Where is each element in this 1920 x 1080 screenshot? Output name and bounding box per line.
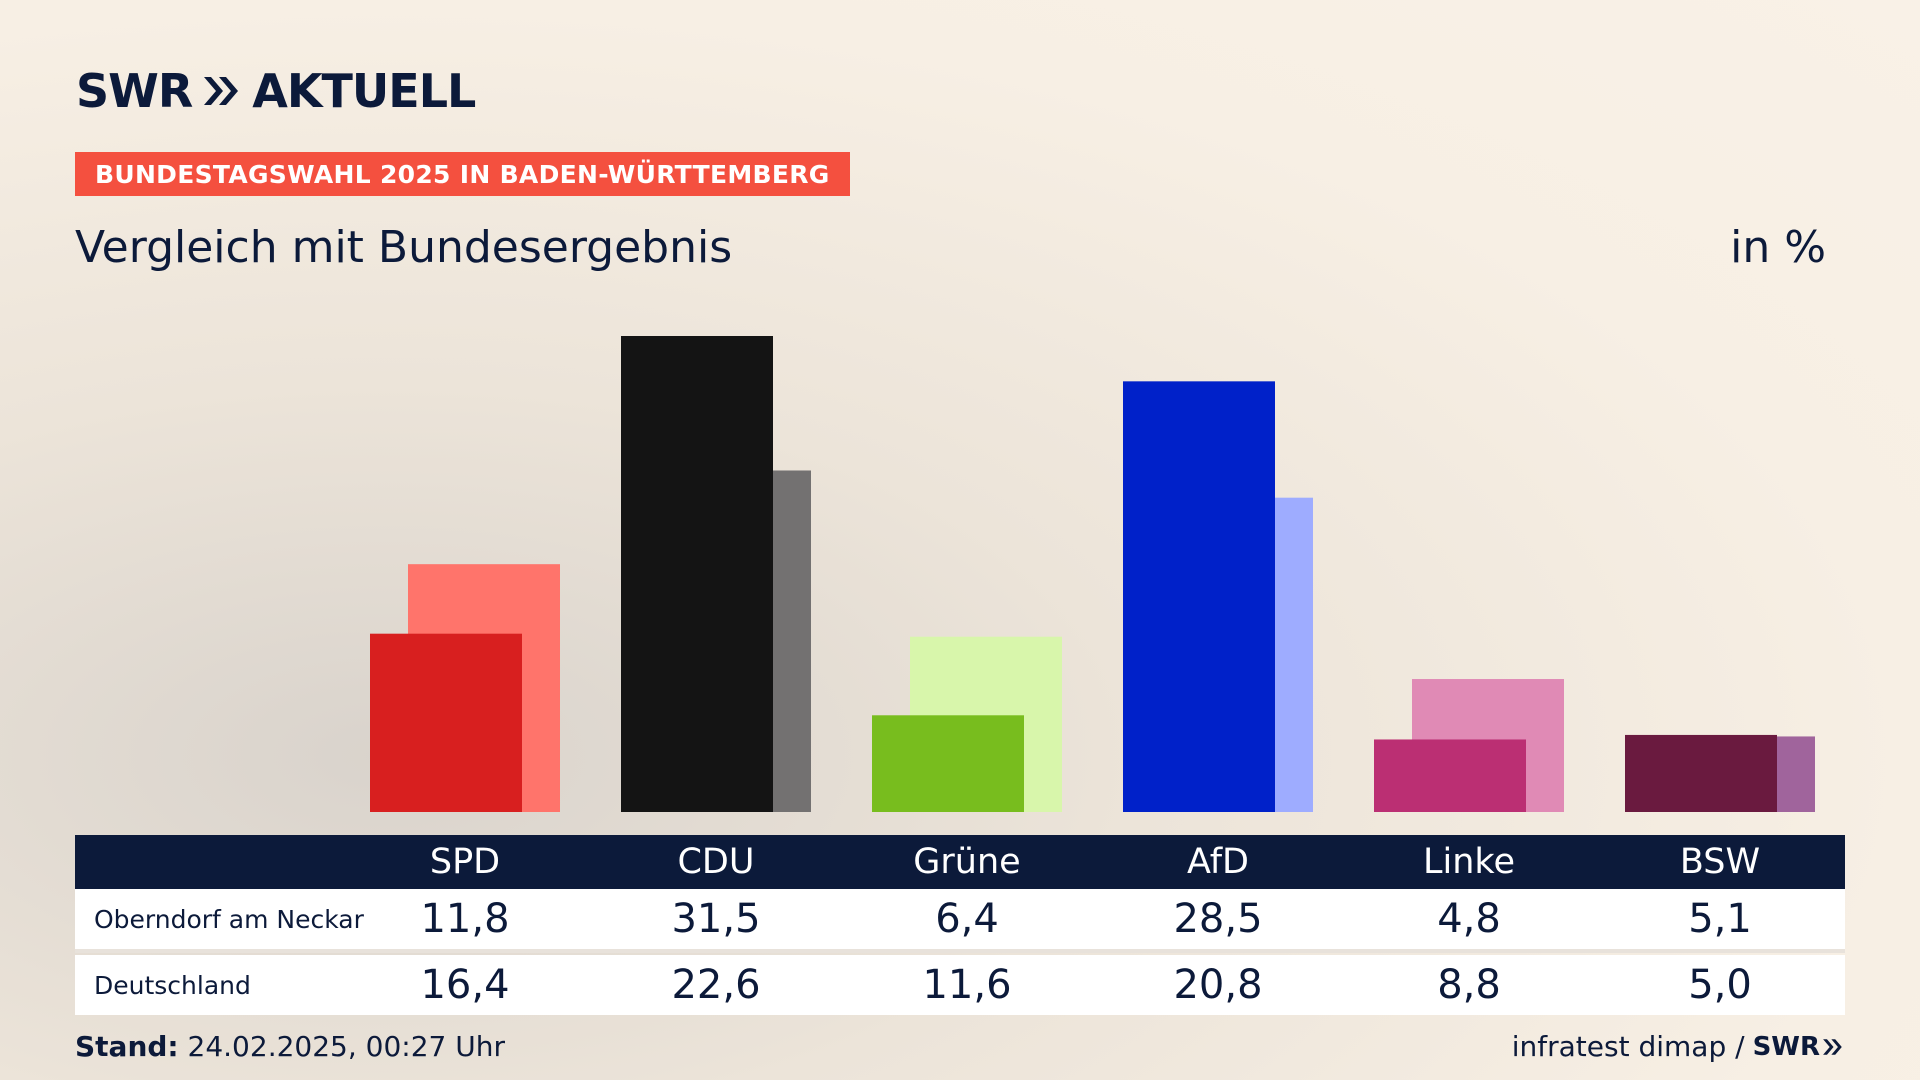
- table-cell: 20,8: [1173, 962, 1263, 1008]
- table-cell: 4,8: [1437, 896, 1501, 942]
- logo-aktuell-text: AKTUELL: [252, 64, 476, 118]
- table-cell: 5,0: [1688, 962, 1752, 1008]
- table-cell: 5,1: [1688, 896, 1752, 942]
- table-cell: 16,4: [420, 962, 510, 1008]
- table-row: Oberndorf am Neckar 11,8 31,5 6,4 28,5 4,8 5,…: [75, 889, 1845, 953]
- bar-linke-deutschland: [1412, 679, 1564, 812]
- chart-subtitle: Vergleich mit Bundesergebnis: [75, 222, 733, 273]
- bar-cdu-deutschland: [659, 470, 811, 812]
- stand-label: Stand:: [75, 1030, 179, 1063]
- results-table: SPD CDU Grüne AfD Linke BSW Oberndorf am Neck…: [75, 835, 1845, 1015]
- unit-label: in %: [1730, 222, 1826, 273]
- bar-spd-deutschland: [408, 564, 560, 812]
- column-header: AfD: [1187, 842, 1249, 882]
- swr-small-logo: SWR: [1753, 1032, 1844, 1062]
- small-logo-text: SWR: [1752, 1031, 1820, 1062]
- stand-value: 24.02.2025, 00:27 Uhr: [187, 1030, 505, 1063]
- table-cell: 6,4: [935, 896, 999, 942]
- column-header: SPD: [429, 842, 501, 882]
- logo-swr-text: SWR: [76, 64, 193, 118]
- bar-cdu-local: [621, 336, 773, 812]
- column-header: Grüne: [913, 842, 1021, 882]
- row-label: Oberndorf am Neckar: [94, 904, 364, 934]
- table-cell: 11,8: [420, 896, 510, 942]
- double-chevron-icon: [204, 77, 239, 105]
- bar-grüne-deutschland: [910, 636, 1062, 812]
- table-cell: 8,8: [1437, 962, 1501, 1008]
- table-row: Deutschland 16,4 22,6 11,6 20,8 8,8 5,0: [75, 955, 1845, 1015]
- row-label: Deutschland: [94, 970, 251, 1000]
- column-header: Linke: [1423, 842, 1515, 882]
- bar-bsw-deutschland: [1663, 736, 1815, 812]
- table-cell: 31,5: [671, 896, 761, 942]
- double-chevron-icon: [1823, 1038, 1842, 1055]
- column-header: CDU: [677, 842, 755, 882]
- table-cell: 22,6: [671, 962, 761, 1008]
- source-text: infratest dimap /: [1511, 1030, 1745, 1063]
- bar-spd-local: [370, 633, 522, 812]
- bar-afd-deutschland: [1161, 497, 1313, 812]
- table-cell: 11,6: [922, 962, 1012, 1008]
- bar-bsw-local: [1625, 734, 1777, 812]
- timestamp: Stand: 24.02.2025, 00:27 Uhr: [75, 1030, 505, 1063]
- source-credit: infratest dimap / SWR: [1512, 1030, 1844, 1063]
- table-cell: 28,5: [1173, 896, 1263, 942]
- election-tag: BUNDESTAGSWAHL 2025 IN BADEN-WÜRTTEMBERG: [75, 152, 850, 196]
- swr-aktuell-logo: SWR AKTUELL: [76, 64, 476, 118]
- table-header: SPD CDU Grüne AfD Linke BSW: [75, 835, 1845, 889]
- bar-afd-local: [1123, 381, 1275, 812]
- bar-linke-local: [1374, 739, 1526, 812]
- bar-grüne-local: [872, 715, 1024, 812]
- column-header: BSW: [1679, 842, 1761, 882]
